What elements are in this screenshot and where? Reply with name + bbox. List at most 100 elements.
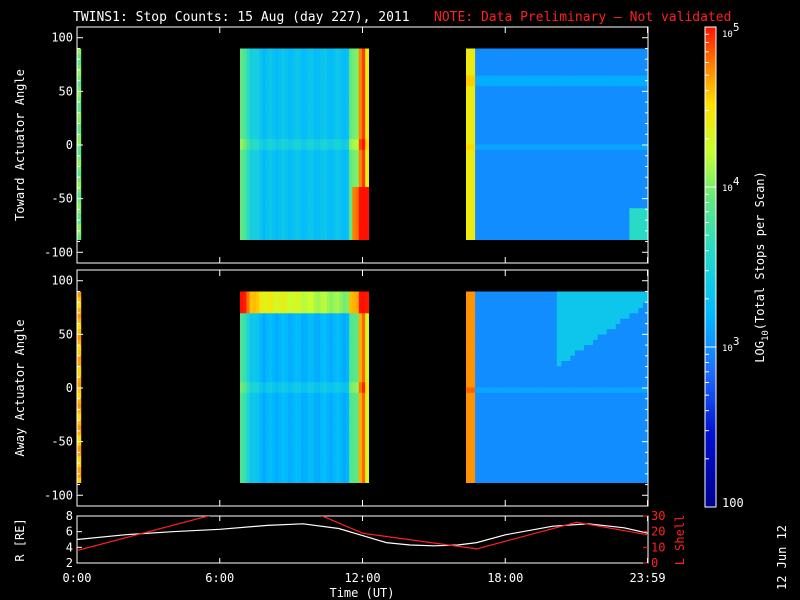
heatmap-cell — [529, 328, 535, 335]
heatmap-cell — [638, 170, 644, 177]
heatmap-cell — [556, 85, 562, 92]
heatmap-cell — [339, 106, 344, 113]
heatmap-cell — [275, 149, 280, 156]
heatmap-cell — [297, 90, 302, 97]
heatmap-cell — [466, 392, 472, 399]
heatmap-cell — [323, 434, 328, 441]
heatmap-cell — [342, 112, 347, 118]
heatmap-cell — [278, 128, 283, 134]
heatmap-cell — [547, 122, 553, 129]
heatmap-cell — [278, 175, 283, 182]
heatmap-cell — [529, 318, 535, 324]
heatmap-cell — [620, 138, 626, 145]
heatmap-cell — [349, 170, 353, 177]
heatmap-cell — [520, 170, 526, 177]
heatmap-cell — [317, 307, 321, 314]
heatmap-cell — [278, 471, 283, 478]
heatmap-cell — [362, 376, 366, 383]
heatmap-cell — [606, 170, 612, 177]
heatmap-cell — [294, 445, 299, 452]
heatmap-cell — [515, 429, 521, 436]
heatmap-cell — [466, 466, 472, 473]
heatmap-cell — [307, 59, 312, 65]
heatmap-cell — [611, 191, 617, 198]
heatmap-cell — [262, 186, 267, 193]
heatmap-cell — [268, 365, 273, 372]
heatmap-cell — [525, 59, 531, 65]
heatmap-cell — [294, 101, 299, 108]
heatmap-cell — [633, 223, 639, 230]
heatmap-cell — [365, 218, 369, 225]
heatmap-cell — [475, 128, 481, 134]
heatmap-cell — [310, 318, 315, 324]
heatmap-cell — [259, 159, 263, 166]
heatmap-cell — [352, 96, 357, 103]
heatmap-cell — [297, 75, 302, 81]
heatmap-cell — [77, 477, 82, 483]
heatmap-cell — [466, 429, 472, 436]
heatmap-cell — [602, 106, 608, 113]
heatmap-cell — [333, 234, 337, 240]
heatmap-cell — [502, 397, 508, 404]
heatmap-cell — [547, 59, 553, 65]
heatmap-cell — [362, 386, 366, 393]
heatmap-cell — [362, 344, 366, 351]
heatmap-cell — [256, 96, 260, 103]
heatmap-cell — [262, 386, 267, 393]
heatmap-cell — [497, 181, 503, 187]
heatmap-cell — [362, 365, 366, 372]
heatmap-cell — [624, 212, 630, 219]
heatmap-cell — [317, 376, 321, 383]
heatmap-cell — [561, 149, 567, 156]
heatmap-cell — [256, 461, 260, 468]
heatmap-cell — [584, 80, 590, 87]
heatmap-cell — [355, 466, 360, 473]
heatmap-cell — [265, 159, 270, 166]
heatmap-cell — [291, 59, 296, 65]
heatmap-cell — [288, 197, 292, 203]
heatmap-cell — [284, 197, 289, 203]
heatmap-cell — [597, 143, 603, 150]
heatmap-cell — [525, 181, 531, 187]
heatmap-cell — [479, 228, 485, 235]
heatmap-cell — [301, 355, 305, 361]
heatmap-cell — [502, 381, 508, 388]
heatmap-cell — [297, 445, 302, 452]
heatmap-cell — [525, 197, 531, 203]
heatmap-cell — [333, 117, 337, 124]
heatmap-cell — [259, 429, 263, 436]
heatmap-cell — [278, 445, 283, 452]
heatmap-cell — [520, 101, 526, 108]
heatmap-cell — [520, 228, 526, 235]
heatmap-cell — [268, 296, 273, 303]
heatmap-cell — [570, 165, 576, 171]
heatmap-cell — [329, 466, 334, 473]
heatmap-cell — [284, 466, 289, 473]
heatmap-cell — [259, 445, 263, 452]
heatmap-cell — [520, 461, 526, 468]
heatmap-cell — [317, 138, 321, 145]
heatmap-cell — [301, 413, 305, 420]
heatmap-cell — [281, 228, 286, 235]
heatmap-cell — [574, 186, 580, 193]
heatmap-cell — [543, 191, 549, 198]
heatmap-cell — [281, 207, 286, 214]
heatmap-cell — [358, 53, 363, 60]
heatmap-cell — [365, 349, 369, 356]
heatmap-cell — [633, 234, 639, 240]
heatmap-cell — [602, 133, 608, 140]
heatmap-cell — [565, 64, 571, 71]
heatmap-cell — [570, 128, 576, 134]
heatmap-cell — [349, 365, 353, 372]
heatmap-cell — [297, 339, 302, 346]
heatmap-cell — [502, 450, 508, 457]
heatmap-cell — [307, 64, 312, 71]
heatmap-cell — [336, 48, 341, 55]
heatmap-cell — [352, 402, 357, 409]
heatmap-cell — [313, 371, 318, 377]
heatmap-cell — [262, 445, 267, 452]
heatmap-cell — [466, 85, 472, 92]
heatmap-cell — [624, 75, 630, 81]
heatmap-cell — [358, 112, 363, 118]
heatmap-cell — [470, 202, 476, 209]
